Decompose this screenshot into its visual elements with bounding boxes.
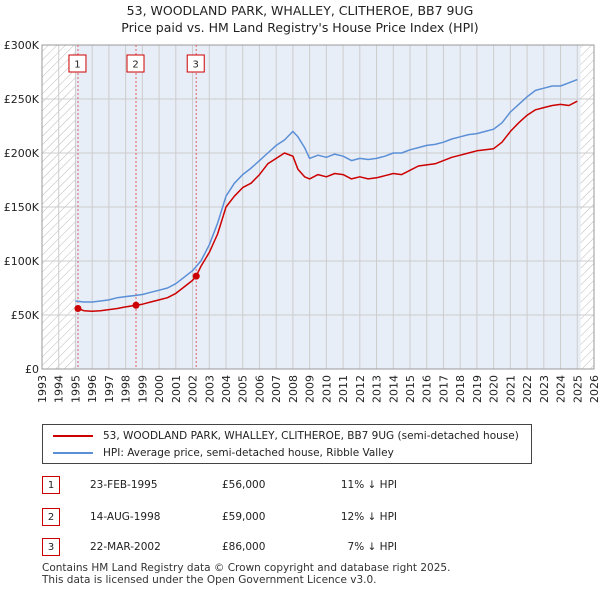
y-tick-label: £50K [11,309,40,322]
legend: 53, WOODLAND PARK, WHALLEY, CLITHEROE, B… [42,424,532,464]
sale-point [74,305,82,313]
x-tick-label: 2006 [253,375,266,403]
sale-marker-label: 2 [132,60,138,71]
legend-label-hpi: HPI: Average price, semi-detached house,… [103,447,394,459]
x-tick-label: 2025 [571,375,584,403]
x-tick-label: 2010 [320,375,333,403]
y-tick-label: £300K [4,39,40,52]
plot-border [41,44,595,370]
x-tick-label: 2019 [471,375,484,403]
y-tick-label: £0 [25,363,39,376]
x-tick-label: 2013 [371,375,384,403]
sale-marker-box [186,54,205,73]
sale-hpi-diff: 11% ↓ HPI [340,479,397,491]
x-tick-label: 2011 [337,375,350,403]
sale-row: 3 22-MAR-2002 £86,000 7% ↓ HPI [42,538,542,558]
sale-price: £56,000 [222,479,266,491]
y-tick-label: £200K [4,147,40,160]
x-tick-label: 2020 [488,375,501,403]
y-tick-label: £150K [4,201,40,214]
x-tick-label: 2007 [270,375,283,403]
x-tick-label: 2022 [521,375,534,403]
x-tick-label: 2017 [437,375,450,403]
sale-marker-label: 3 [193,60,199,71]
legend-swatch-hpi [53,452,93,454]
x-tick-label: 2021 [504,375,517,403]
x-tick-label: 2008 [287,375,300,403]
sale-price: £59,000 [222,511,266,523]
sale-marker-label: 1 [74,60,80,71]
chart-title-line1: 53, WOODLAND PARK, WHALLEY, CLITHEROE, B… [126,3,474,18]
y-tick-label: £100K [4,255,40,268]
legend-swatch-property [53,435,93,437]
x-tick-label: 2012 [354,375,367,403]
legend-item-property: 53, WOODLAND PARK, WHALLEY, CLITHEROE, B… [53,428,519,444]
x-tick-label: 2023 [538,375,551,403]
footer-license: This data is licensed under the Open Gov… [42,574,377,586]
x-tick-label: 2004 [220,375,233,403]
x-tick-label: 1996 [86,375,99,403]
legend-label-property: 53, WOODLAND PARK, WHALLEY, CLITHEROE, B… [103,430,519,442]
sale-point [132,301,140,309]
sale-row: 2 14-AUG-1998 £59,000 12% ↓ HPI [42,508,542,528]
x-tick-label: 2001 [170,375,183,403]
sale-date: 23-FEB-1995 [90,479,158,491]
sale-date: 22-MAR-2002 [90,541,161,553]
chart-title-line2: Price paid vs. HM Land Registry's House … [121,20,479,35]
x-tick-label: 2003 [203,375,216,403]
x-tick-label: 2015 [404,375,417,403]
sale-number: 3 [42,538,60,556]
sale-point [192,272,200,280]
x-tick-label: 1995 [69,375,82,403]
hpi-series-line [75,78,578,303]
x-tick-label: 1993 [36,375,49,403]
x-tick-label: 2009 [304,375,317,403]
sale-number: 1 [42,476,60,494]
x-tick-label: 1994 [53,375,66,403]
footer-copyright: Contains HM Land Registry data © Crown c… [42,562,451,574]
sale-price: £86,000 [222,541,266,553]
sale-row: 1 23-FEB-1995 £56,000 11% ↓ HPI [42,476,542,496]
x-tick-label: 2000 [153,375,166,403]
x-tick-label: 1998 [120,375,133,403]
sale-marker-box [126,54,145,73]
x-tick-label: 1999 [136,375,149,403]
x-tick-label: 1997 [103,375,116,403]
sale-marker-box [68,54,87,73]
sale-hpi-diff: 12% ↓ HPI [340,511,397,523]
y-tick-label: £250K [4,93,40,106]
property-series-line [77,100,578,312]
x-tick-label: 2005 [237,375,250,403]
sale-date: 14-AUG-1998 [90,511,161,523]
x-tick-label: 2026 [588,375,600,403]
legend-item-hpi: HPI: Average price, semi-detached house,… [53,445,394,461]
x-tick-label: 2002 [187,375,200,403]
x-tick-label: 2016 [421,375,434,403]
x-tick-label: 2018 [454,375,467,403]
sale-number: 2 [42,508,60,526]
x-tick-label: 2014 [387,375,400,403]
sale-hpi-diff: 7% ↓ HPI [347,541,397,553]
x-tick-label: 2024 [555,375,568,403]
